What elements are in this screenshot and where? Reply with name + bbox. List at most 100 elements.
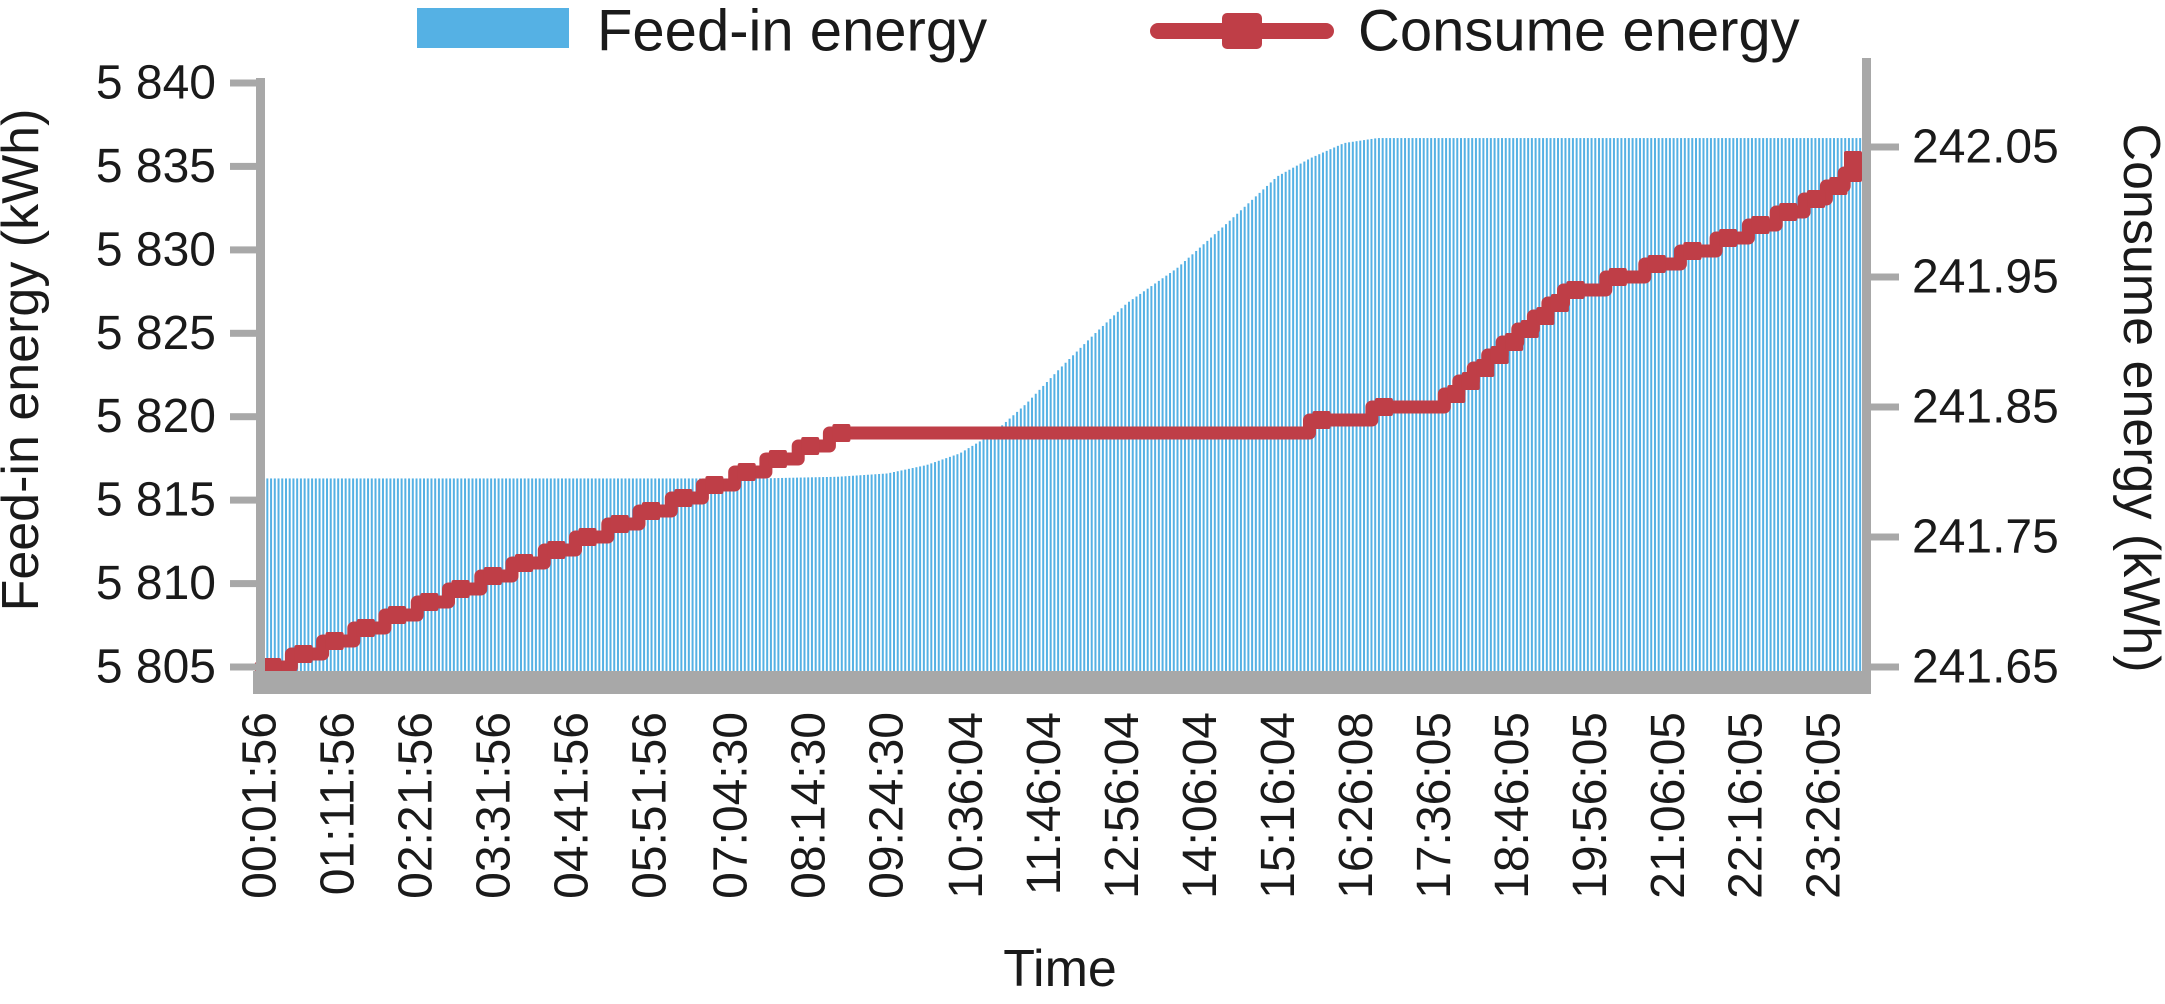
feed-in-bar	[1004, 421, 1007, 671]
feed-in-bar	[549, 478, 552, 671]
feed-in-bar	[314, 478, 317, 671]
feed-in-bar	[1680, 138, 1683, 671]
consume-marker	[1683, 242, 1702, 260]
consume-marker	[1374, 398, 1393, 416]
feed-in-bar	[1601, 138, 1604, 671]
feed-in-bar	[643, 478, 646, 671]
x-axis-title: Time	[1003, 940, 1117, 998]
x-axis-tick-label: 16:26:08	[1330, 712, 1383, 899]
feed-in-bar	[822, 477, 825, 671]
feed-in-bar	[989, 434, 992, 671]
feed-in-bar	[605, 478, 608, 671]
feed-in-bar	[1348, 142, 1351, 671]
feed-in-bar	[699, 478, 702, 671]
feed-in-bar	[423, 478, 425, 671]
feed-in-bar	[460, 478, 463, 671]
feed-in-bar	[1676, 138, 1679, 671]
feed-in-bar	[948, 456, 951, 671]
feed-in-bar	[1508, 138, 1511, 671]
feed-in-bar	[1844, 138, 1847, 671]
left-axis-tick-label: 5 820	[96, 390, 216, 443]
feed-in-bar	[1355, 141, 1358, 671]
feed-in-bar	[881, 473, 884, 671]
feed-in-bar	[624, 478, 627, 671]
x-axis-tick-label: 05:51:56	[624, 712, 677, 899]
right-axis-tick	[1871, 533, 1899, 541]
feed-in-bar	[318, 478, 321, 671]
feed-in-bar	[1821, 138, 1824, 671]
feed-in-bar	[900, 470, 903, 671]
feed-in-bar	[1273, 178, 1276, 672]
feed-in-bar	[561, 478, 564, 671]
left-axis-tick	[230, 162, 258, 170]
feed-in-bar	[1325, 150, 1328, 672]
feed-in-bar	[1165, 275, 1168, 671]
left-axis-tick	[230, 663, 258, 671]
x-axis-tick-label: 15:16:04	[1252, 712, 1305, 899]
feed-in-bar	[1057, 370, 1060, 671]
feed-in-bar	[1639, 138, 1642, 671]
feed-in-bar	[1583, 138, 1586, 671]
feed-in-bar	[299, 478, 302, 671]
feed-in-bar	[613, 478, 616, 671]
right-axis-tick	[1871, 663, 1899, 671]
feed-in-bar	[1627, 138, 1630, 671]
consume-marker	[356, 619, 375, 637]
feed-in-bar	[1568, 138, 1571, 671]
feed-in-bar	[363, 478, 366, 671]
consume-marker	[832, 424, 851, 442]
feed-in-bar	[583, 478, 586, 671]
feed-in-bar	[437, 478, 440, 671]
feed-in-bar	[1090, 336, 1093, 671]
right-axis-tick	[1871, 273, 1899, 281]
feed-in-bar	[922, 465, 925, 671]
feed-in-bar	[1016, 411, 1019, 671]
feed-in-bar	[1620, 138, 1623, 671]
feed-in-bar	[978, 441, 981, 671]
x-axis-baseline	[253, 671, 1868, 694]
consume-marker	[388, 606, 406, 624]
feed-in-bar	[1612, 138, 1615, 671]
feed-in-bar	[781, 477, 784, 671]
feed-in-bar	[1128, 301, 1131, 671]
feed-in-bar	[1191, 254, 1194, 671]
feed-in-bar	[1728, 138, 1731, 671]
feed-in-bar	[960, 452, 963, 671]
feed-in-bar	[1213, 234, 1216, 671]
left-axis-spine	[256, 78, 265, 694]
feed-in-bar	[1206, 240, 1209, 671]
feed-in-bar	[434, 478, 437, 671]
feed-in-bar	[1758, 138, 1761, 671]
left-axis-tick-label: 5 835	[96, 140, 216, 193]
feed-in-bar	[1773, 138, 1776, 671]
feed-in-bar	[1683, 138, 1686, 671]
feed-in-bar	[374, 478, 377, 671]
consume-marker	[768, 450, 787, 468]
feed-in-bar	[1814, 138, 1817, 671]
feed-in-bar	[1553, 138, 1556, 671]
feed-in-bar	[687, 478, 690, 671]
feed-in-bar	[273, 478, 276, 671]
feed-in-bar	[941, 459, 944, 671]
feed-in-bar	[878, 474, 881, 671]
consume-marker	[1520, 320, 1539, 338]
feed-in-bar	[669, 478, 672, 671]
feed-in-bar	[971, 445, 974, 671]
feed-in-bar	[747, 478, 750, 671]
feed-in-bar	[344, 478, 347, 671]
feed-in-bar	[292, 478, 295, 671]
feed-in-bar	[904, 469, 907, 671]
feed-in-bar	[702, 478, 705, 671]
feed-in-bar	[602, 478, 605, 671]
feed-in-bar	[1023, 405, 1026, 671]
feed-in-bar	[1724, 138, 1727, 671]
feed-in-bar	[639, 478, 642, 671]
feed-in-bar	[579, 478, 582, 671]
feed-in-bar	[1799, 138, 1802, 671]
feed-in-bar	[620, 478, 623, 671]
feed-in-bar	[706, 478, 709, 671]
right-axis-title: Consume energy (kWh)	[2112, 123, 2165, 672]
feed-in-bar	[676, 478, 679, 671]
feed-in-bar	[1292, 167, 1295, 671]
feed-in-bar	[456, 478, 459, 671]
